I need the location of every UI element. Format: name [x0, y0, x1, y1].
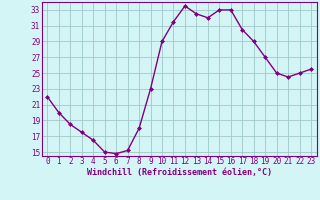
X-axis label: Windchill (Refroidissement éolien,°C): Windchill (Refroidissement éolien,°C): [87, 168, 272, 177]
